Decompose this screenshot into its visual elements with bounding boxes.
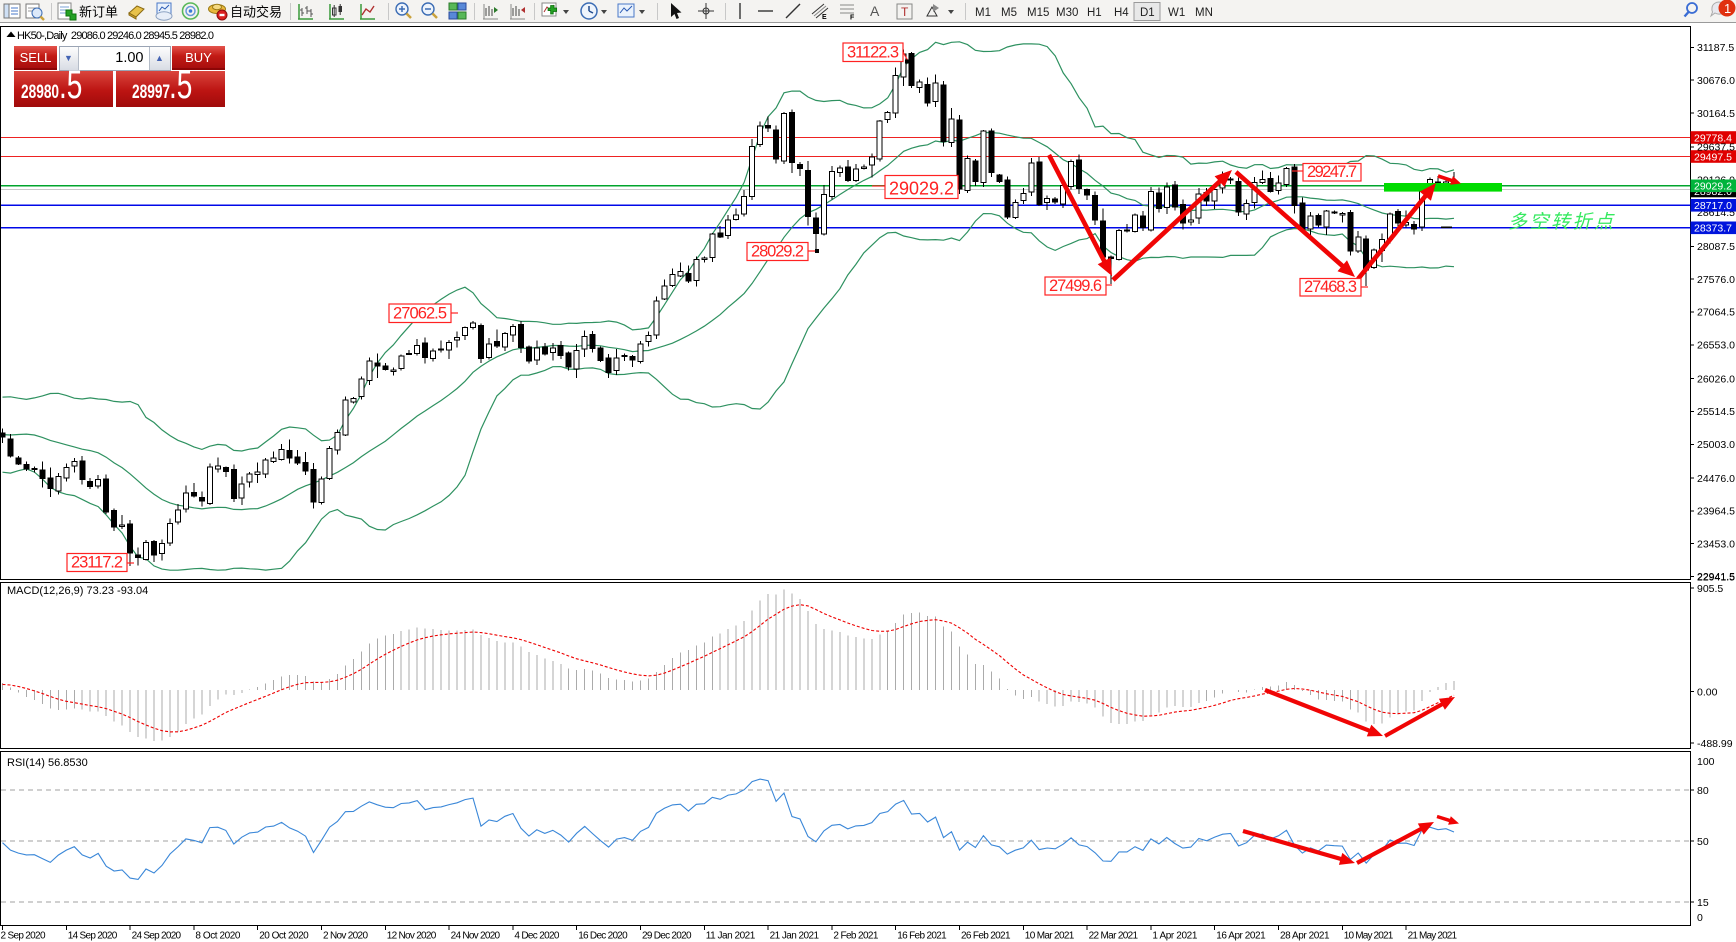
svg-text:16 Feb 2021: 16 Feb 2021 bbox=[897, 931, 947, 942]
svg-text:23117.2: 23117.2 bbox=[71, 554, 123, 572]
svg-text:8 Oct 2020: 8 Oct 2020 bbox=[195, 931, 240, 942]
svg-text:W1: W1 bbox=[1168, 7, 1185, 19]
svg-text:29637.5: 29637.5 bbox=[1697, 142, 1735, 154]
svg-text:MN: MN bbox=[1195, 7, 1213, 19]
svg-text:M5: M5 bbox=[1001, 7, 1017, 19]
svg-text:F: F bbox=[850, 15, 855, 22]
svg-text:28373.7: 28373.7 bbox=[1694, 223, 1732, 235]
svg-text:28717.0: 28717.0 bbox=[1694, 200, 1732, 212]
svg-text:905.5: 905.5 bbox=[1697, 583, 1723, 595]
svg-text:16 Apr 2021: 16 Apr 2021 bbox=[1216, 931, 1266, 942]
svg-text:4 Dec 2020: 4 Dec 2020 bbox=[514, 931, 559, 942]
svg-text:2 Feb 2021: 2 Feb 2021 bbox=[833, 931, 878, 942]
svg-text:0: 0 bbox=[1697, 912, 1703, 924]
svg-text:1: 1 bbox=[1724, 1, 1731, 16]
svg-text:27064.5: 27064.5 bbox=[1697, 307, 1735, 319]
svg-text:11 Jan 2021: 11 Jan 2021 bbox=[706, 931, 756, 942]
svg-text:A: A bbox=[870, 3, 880, 19]
svg-text:28087.5: 28087.5 bbox=[1697, 241, 1735, 253]
svg-text:-488.99: -488.99 bbox=[1697, 738, 1733, 750]
svg-text:2 Nov 2020: 2 Nov 2020 bbox=[323, 931, 368, 942]
svg-text:25514.5: 25514.5 bbox=[1697, 406, 1735, 418]
svg-text:27062.5: 27062.5 bbox=[393, 305, 447, 323]
svg-text:29029.2: 29029.2 bbox=[889, 179, 954, 199]
svg-text:80: 80 bbox=[1697, 785, 1709, 797]
svg-text:31122.3: 31122.3 bbox=[847, 44, 899, 62]
svg-text:23964.5: 23964.5 bbox=[1697, 506, 1735, 518]
svg-text:15: 15 bbox=[1697, 897, 1709, 909]
svg-text:27468.3: 27468.3 bbox=[1304, 278, 1357, 296]
svg-text:E: E bbox=[822, 14, 827, 21]
svg-text:1 Apr 2021: 1 Apr 2021 bbox=[1152, 931, 1197, 942]
svg-text:21 Jan 2021: 21 Jan 2021 bbox=[770, 931, 820, 942]
svg-text:28 Apr 2021: 28 Apr 2021 bbox=[1280, 931, 1330, 942]
svg-text:27499.6: 27499.6 bbox=[1049, 277, 1102, 295]
svg-text:16 Dec 2020: 16 Dec 2020 bbox=[578, 931, 628, 942]
svg-text:M15: M15 bbox=[1027, 7, 1049, 19]
svg-text:22 Mar 2021: 22 Mar 2021 bbox=[1089, 931, 1139, 942]
svg-text:20 Oct 2020: 20 Oct 2020 bbox=[259, 931, 309, 942]
svg-text:25003.0: 25003.0 bbox=[1697, 439, 1735, 451]
svg-text:M1: M1 bbox=[975, 7, 991, 19]
svg-text:T: T bbox=[901, 5, 909, 19]
svg-text:M30: M30 bbox=[1056, 7, 1078, 19]
svg-text:26553.0: 26553.0 bbox=[1697, 340, 1735, 352]
svg-text:29 Dec 2020: 29 Dec 2020 bbox=[642, 931, 692, 942]
svg-text:10 May 2021: 10 May 2021 bbox=[1344, 931, 1394, 942]
svg-text:29497.5: 29497.5 bbox=[1694, 151, 1732, 163]
svg-text:29029.2: 29029.2 bbox=[1694, 181, 1732, 193]
svg-text:23453.0: 23453.0 bbox=[1697, 539, 1735, 551]
svg-text:26 Feb 2021: 26 Feb 2021 bbox=[961, 931, 1011, 942]
svg-text:30164.5: 30164.5 bbox=[1697, 108, 1735, 120]
svg-text:HK50-,Daily 29086.0 29246.0 2: HK50-,Daily 29086.0 29246.0 28945.5 2898… bbox=[17, 30, 214, 42]
svg-text:31187.5: 31187.5 bbox=[1697, 42, 1734, 54]
svg-text:24476.0: 24476.0 bbox=[1697, 473, 1735, 485]
svg-text:14 Sep 2020: 14 Sep 2020 bbox=[68, 931, 118, 942]
svg-text:21 May 2021: 21 May 2021 bbox=[1408, 931, 1458, 942]
svg-text:H4: H4 bbox=[1114, 7, 1129, 19]
svg-text:H1: H1 bbox=[1087, 7, 1102, 19]
svg-text:0.00: 0.00 bbox=[1697, 686, 1718, 698]
svg-text:10 Mar 2021: 10 Mar 2021 bbox=[1025, 931, 1075, 942]
svg-text:24 Sep 2020: 24 Sep 2020 bbox=[132, 931, 182, 942]
svg-text:多空转折点: 多空转折点 bbox=[1508, 211, 1616, 233]
svg-text:MACD(12,26,9) 73.23 -93.04: MACD(12,26,9) 73.23 -93.04 bbox=[7, 585, 148, 597]
svg-text:27576.0: 27576.0 bbox=[1697, 274, 1735, 286]
svg-text:新订单: 新订单 bbox=[79, 5, 118, 20]
svg-text:24 Nov 2020: 24 Nov 2020 bbox=[451, 931, 501, 942]
svg-text:自动交易: 自动交易 bbox=[230, 5, 282, 20]
svg-text:26026.0: 26026.0 bbox=[1697, 373, 1735, 385]
svg-text:RSI(14) 56.8530: RSI(14) 56.8530 bbox=[7, 757, 88, 769]
svg-text:29247.7: 29247.7 bbox=[1307, 163, 1357, 181]
svg-text:2 Sep 2020: 2 Sep 2020 bbox=[1, 931, 46, 942]
svg-text:30676.0: 30676.0 bbox=[1697, 75, 1735, 87]
svg-text:12 Nov 2020: 12 Nov 2020 bbox=[387, 931, 437, 942]
svg-text:29778.4: 29778.4 bbox=[1694, 132, 1732, 144]
svg-text:50: 50 bbox=[1697, 836, 1709, 848]
svg-text:22941.5: 22941.5 bbox=[1697, 571, 1735, 583]
svg-text:28029.2: 28029.2 bbox=[751, 243, 804, 261]
svg-text:22941.5: 22941.5 bbox=[1697, 571, 1735, 583]
svg-text:D1: D1 bbox=[1140, 7, 1155, 19]
svg-text:100: 100 bbox=[1697, 756, 1715, 768]
